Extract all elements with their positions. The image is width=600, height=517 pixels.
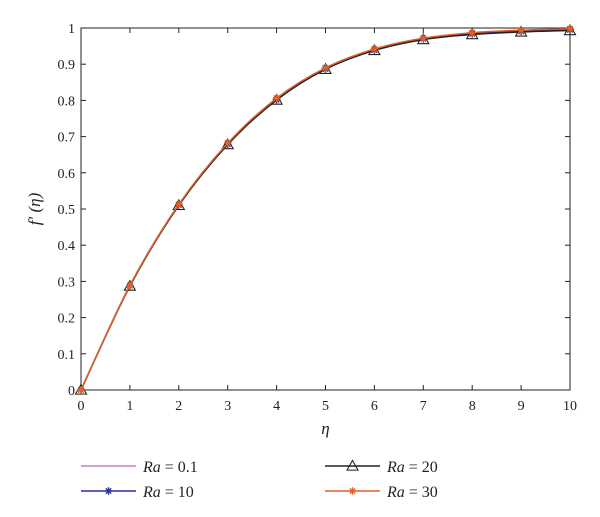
- data-point: [272, 94, 281, 103]
- series-line: [80, 27, 571, 391]
- data-point: [175, 200, 183, 209]
- series-line: [80, 29, 571, 391]
- x-tick-label: 1: [126, 399, 133, 414]
- y-tick-label: 0.1: [58, 348, 76, 363]
- y-axis-label: f′ (η): [25, 192, 44, 225]
- data-point: [370, 45, 379, 53]
- legend-label: Ra = 30: [386, 484, 438, 501]
- data-point-stroke: [517, 26, 525, 34]
- legend-label-value: = 0.1: [161, 459, 198, 476]
- x-tick-label: 2: [175, 399, 182, 414]
- data-point: [514, 25, 528, 37]
- y-tick-label: 0.7: [58, 131, 76, 146]
- legend-label-var: Ra: [142, 484, 161, 501]
- series-3: [77, 24, 574, 394]
- data-point-stroke: [175, 201, 182, 208]
- data-point: [563, 23, 577, 36]
- legend-label-value: = 30: [405, 484, 438, 501]
- x-tick-label: 8: [469, 399, 476, 414]
- data-point-stroke: [566, 25, 574, 32]
- y-tick-label: 0.5: [58, 203, 76, 218]
- y-tick-label: 0.2: [58, 312, 76, 327]
- series-line: [80, 28, 571, 391]
- x-tick-label: 5: [322, 399, 329, 414]
- series-2: [74, 23, 577, 395]
- data-point-stroke: [322, 64, 329, 72]
- data-point: [321, 64, 330, 72]
- legend-label-var: Ra: [386, 484, 405, 501]
- series-1: [77, 26, 574, 394]
- series-0: [80, 28, 571, 391]
- x-tick-label: 6: [371, 399, 378, 414]
- data-point-stroke: [420, 34, 427, 42]
- legend-swatch-marker: [348, 487, 357, 495]
- legend-label-value: = 20: [405, 459, 438, 476]
- x-tick-label: 7: [420, 399, 427, 414]
- data-point-stroke: [224, 139, 231, 147]
- data-point: [566, 24, 574, 33]
- x-axis-label: η: [321, 419, 329, 438]
- y-tick-label: 0.3: [58, 275, 76, 290]
- x-tick-label: 4: [273, 399, 280, 414]
- data-point: [126, 281, 134, 290]
- y-tick-label: 1: [68, 22, 75, 37]
- x-tick-label: 0: [78, 399, 85, 414]
- y-tick-label: 0: [68, 384, 75, 399]
- data-point-stroke: [273, 95, 280, 102]
- legend-swatch-marker: [346, 459, 359, 471]
- legend-label: Ra = 0.1: [142, 459, 198, 476]
- legend-item-1: Ra = 10: [81, 484, 194, 501]
- legend-label: Ra = 20: [386, 459, 438, 476]
- data-point-stroke: [371, 45, 378, 53]
- data-point: [221, 137, 235, 150]
- legend-item-0: Ra = 0.1: [81, 459, 198, 476]
- plot-frame: [80, 27, 571, 391]
- legend-item-3: Ra = 30: [325, 484, 438, 501]
- legend-swatch-marker-stroke: [349, 487, 356, 495]
- legend-swatch-marker: [104, 487, 113, 495]
- series-line: [80, 29, 571, 391]
- data-point: [465, 27, 479, 40]
- legend-item-2: Ra = 20: [325, 459, 438, 476]
- data-point: [223, 139, 232, 147]
- y-tick-label: 0.6: [58, 167, 76, 182]
- y-tick-label: 0.9: [58, 58, 76, 73]
- legend-label-var: Ra: [386, 459, 405, 476]
- legend-swatch-marker-stroke: [105, 487, 112, 495]
- data-point-stroke: [77, 386, 85, 394]
- data-point: [419, 34, 428, 42]
- y-tick-label: 0.8: [58, 94, 76, 109]
- plot-area: 0 1 2 3 4 5 6 7 8 9 10 0 0.1 0.2 0.3 0.4 0.5 0.6 0.7 0.8 0.9…: [25, 22, 577, 438]
- legend-label-var: Ra: [142, 459, 161, 476]
- data-point: [468, 28, 476, 37]
- data-point-stroke: [469, 29, 476, 36]
- x-tick-label: 9: [518, 399, 525, 414]
- y-tick-label: 0.4: [58, 239, 76, 254]
- data-point: [517, 26, 525, 34]
- legend-label-value: = 10: [161, 484, 194, 501]
- x-tick-label: 10: [563, 399, 577, 414]
- x-tick-label: 3: [224, 399, 231, 414]
- data-point-stroke: [126, 282, 134, 289]
- data-point: [270, 93, 284, 105]
- data-point: [77, 386, 85, 394]
- legend-label: Ra = 10: [142, 484, 194, 501]
